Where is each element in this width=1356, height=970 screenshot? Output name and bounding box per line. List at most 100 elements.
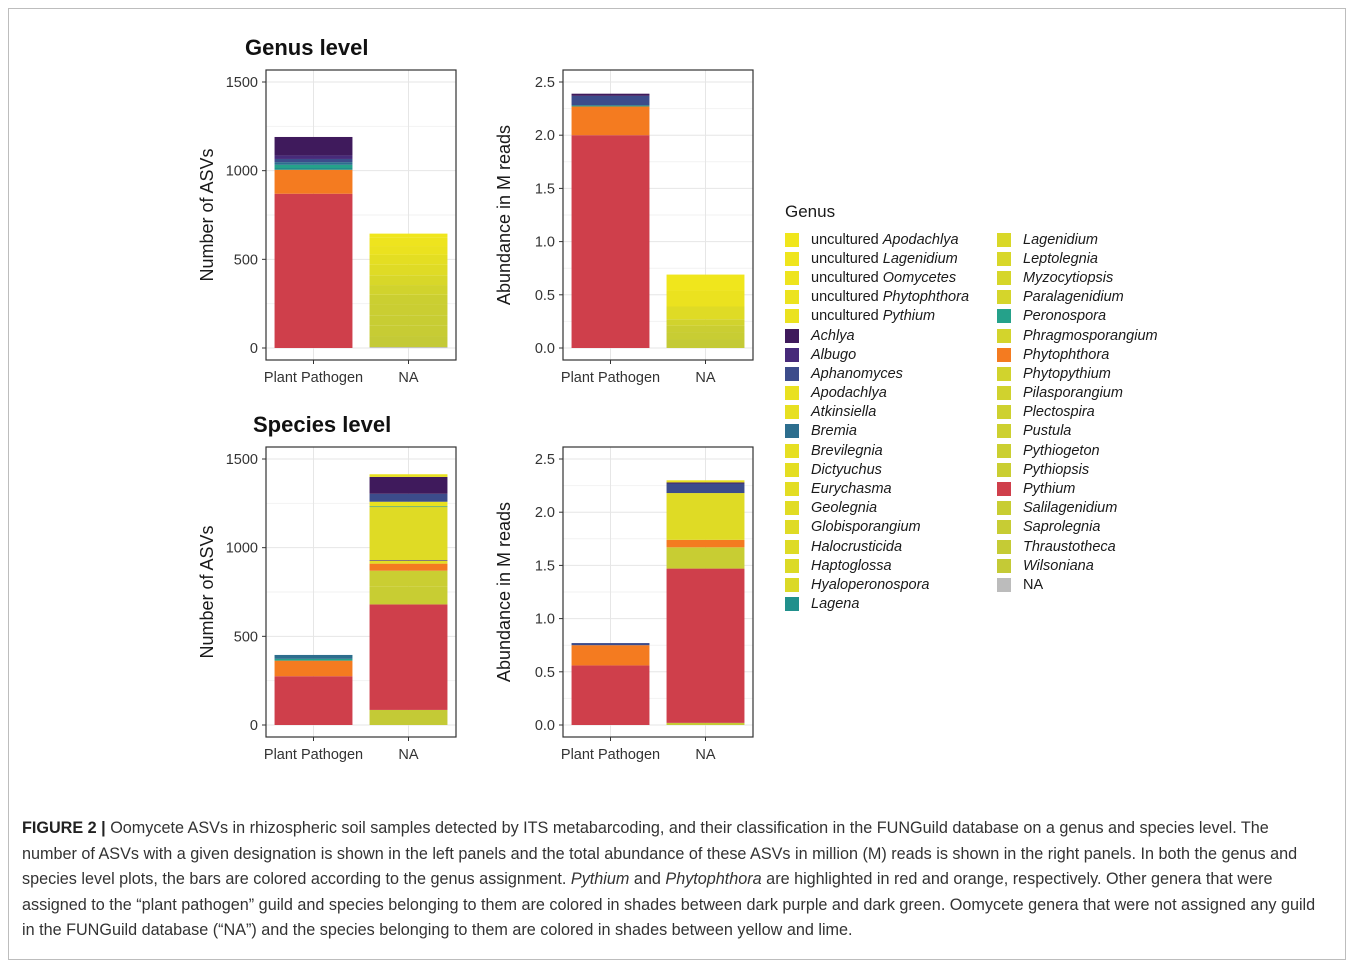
legend-label-genus: Geolegnia xyxy=(811,500,878,517)
x-tick-label: NA xyxy=(398,747,418,763)
legend-item: NA xyxy=(997,575,1209,594)
y-tick-label: 2.5 xyxy=(535,452,555,468)
y-tick-label: 1000 xyxy=(226,541,258,557)
bar-segment xyxy=(369,563,448,571)
y-tick-label: 500 xyxy=(234,252,258,268)
legend-label-genus: Pustula xyxy=(1023,423,1072,440)
bar-segment xyxy=(666,290,745,307)
bar-segment xyxy=(666,332,745,340)
x-tick-label: Plant Pathogen xyxy=(561,747,660,763)
legend-label-genus: Thraustotheca xyxy=(1023,538,1116,555)
legend-label-genus: Aphanomyces xyxy=(811,365,903,382)
legend-label: Phragmosporangium xyxy=(1023,328,1158,344)
legend-label: Peronospora xyxy=(1023,308,1106,324)
bar-segment xyxy=(666,493,745,540)
legend-swatch xyxy=(785,347,799,362)
legend-label: Bremia xyxy=(811,423,857,439)
bar-segment xyxy=(274,136,353,156)
legend-label: Hyaloperonospora xyxy=(811,577,930,593)
y-tick-label: 0.5 xyxy=(535,665,555,681)
legend-item: Phragmosporangium xyxy=(997,326,1209,345)
legend-label-genus: Saprolegnia xyxy=(1023,519,1101,536)
caption-text-1: Oomycete ASVs in rhizospheric soil sampl… xyxy=(22,819,1298,888)
caption-phytophthora: Phytophthora xyxy=(665,870,762,888)
bar-segment xyxy=(571,643,650,646)
bar-segment xyxy=(274,155,353,159)
legend-swatch xyxy=(785,577,799,592)
bar-segment xyxy=(571,93,650,96)
legend-swatch xyxy=(997,482,1011,497)
legend-label: Pythiogeton xyxy=(1023,443,1100,459)
legend-label-prefix: uncultured xyxy=(811,289,883,306)
bar-segment xyxy=(666,568,745,723)
legend-swatch xyxy=(997,462,1011,477)
bar-segment xyxy=(666,482,745,484)
legend-label-prefix: uncultured xyxy=(811,231,883,248)
legend-label: Pythiopsis xyxy=(1023,462,1089,478)
legend-label: Geolegnia xyxy=(811,500,877,516)
legend-item: Globisporangium xyxy=(785,518,997,537)
legend-swatch xyxy=(785,520,799,535)
plot-border xyxy=(562,446,754,738)
legend-label-genus: Phytophthora xyxy=(882,289,970,306)
bar-segment xyxy=(666,722,745,725)
legend-swatch xyxy=(997,539,1011,554)
caption-pythium: Pythium xyxy=(570,870,630,888)
legend-label-genus: Phytophthora xyxy=(1023,346,1110,363)
legend-item: Albugo xyxy=(785,345,997,364)
bar-segment xyxy=(274,162,353,165)
bar-segment xyxy=(274,164,353,169)
legend-label-genus: Lagena xyxy=(811,596,860,613)
legend-label: uncultured Phytophthora xyxy=(811,289,969,305)
legend-label-genus: Phytopythium xyxy=(1023,365,1111,382)
legend-column-1: uncultured Apodachlya uncultured Lagenidi… xyxy=(785,230,997,614)
legend-label-genus: Pythium xyxy=(1023,481,1076,498)
x-tick-label: NA xyxy=(398,370,418,386)
legend-label-genus: Apodachlya xyxy=(882,231,959,248)
caption-text-2: are highlighted in red and orange, respe… xyxy=(22,870,1316,939)
legend-label: Plectospira xyxy=(1023,404,1095,420)
legend-label: Phytopythium xyxy=(1023,366,1111,382)
legend-label-genus: Phragmosporangium xyxy=(1023,327,1158,344)
bar-segment xyxy=(666,483,745,494)
legend-label-prefix: NA xyxy=(1023,576,1044,593)
legend-item: Bremia xyxy=(785,422,997,441)
y-axis-label: Number of ASVs xyxy=(197,148,217,281)
legend-item: Atkinsiella xyxy=(785,403,997,422)
bar-segment xyxy=(369,604,448,710)
legend-swatch xyxy=(997,309,1011,324)
plot-border xyxy=(265,446,457,738)
legend-label: Pustula xyxy=(1023,423,1071,439)
bar-segment xyxy=(369,560,448,561)
legend-item: Aphanomyces xyxy=(785,364,997,383)
legend-swatch xyxy=(997,366,1011,381)
bar-segment xyxy=(369,586,448,605)
legend-item: uncultured Pythium xyxy=(785,307,997,326)
legend-label-genus: Bremia xyxy=(811,423,857,440)
legend-swatch xyxy=(785,386,799,401)
bar-segment xyxy=(571,665,650,725)
legend-item: Pythiogeton xyxy=(997,441,1209,460)
legend-item: Dictyuchus xyxy=(785,460,997,479)
legend-label-genus: Pythiopsis xyxy=(1023,461,1090,478)
bar-segment xyxy=(666,325,745,333)
legend-swatch xyxy=(785,501,799,516)
legend-label-genus: Wilsoniana xyxy=(1023,557,1094,574)
bar-segment xyxy=(274,193,353,348)
bar-segment xyxy=(369,506,448,508)
y-tick-label: 2.0 xyxy=(535,128,555,144)
bar-segment xyxy=(666,480,745,483)
bar-segment xyxy=(369,325,448,337)
bar-segment xyxy=(571,645,650,666)
legend-label-genus: Albugo xyxy=(811,346,857,363)
legend-swatch xyxy=(785,309,799,324)
legend-swatch xyxy=(997,232,1011,247)
legend-item: Phytophthora xyxy=(997,345,1209,364)
legend-item: uncultured Phytophthora xyxy=(785,288,997,307)
y-tick-label: 1.0 xyxy=(535,612,555,628)
legend-swatch xyxy=(997,347,1011,362)
legend-swatch xyxy=(785,232,799,247)
bar-segment xyxy=(369,709,448,725)
legend-item: Achlya xyxy=(785,326,997,345)
